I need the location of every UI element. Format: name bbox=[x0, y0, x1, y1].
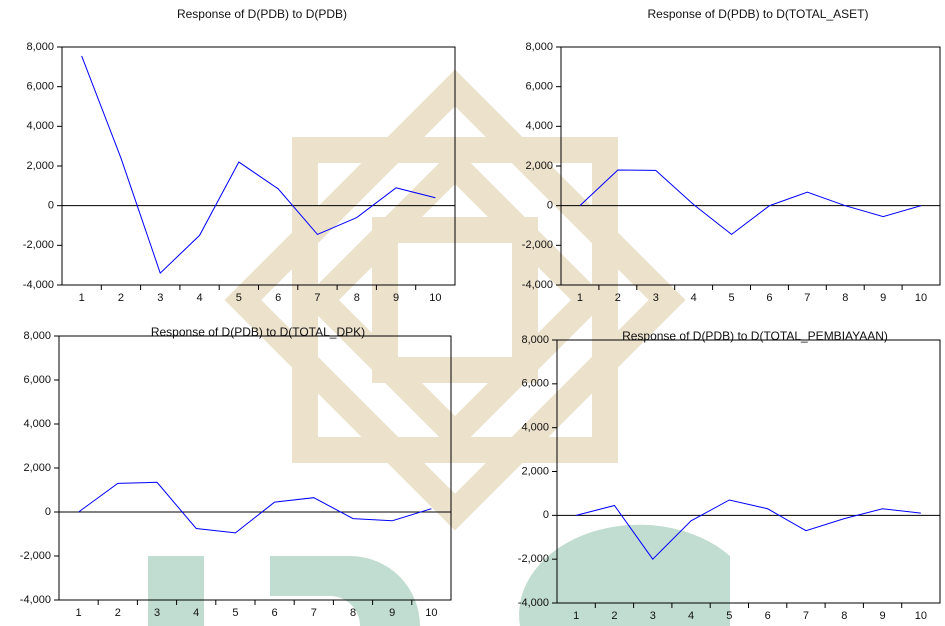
x-tick-label: 1 bbox=[573, 610, 579, 622]
y-tick-label: -4,000 bbox=[522, 279, 553, 291]
y-tick-label: -4,000 bbox=[518, 597, 549, 609]
y-tick-label: 4,000 bbox=[26, 120, 54, 132]
y-tick-label: 0 bbox=[48, 200, 54, 212]
y-tick-label: 8,000 bbox=[23, 330, 51, 342]
page: {"chart_data": [ {"type": "line", "title… bbox=[0, 0, 945, 626]
x-tick-label: 1 bbox=[577, 292, 583, 304]
x-tick-label: 5 bbox=[236, 292, 242, 304]
x-tick-label: 3 bbox=[650, 610, 656, 622]
y-tick-label: 6,000 bbox=[26, 81, 54, 93]
x-tick-label: 10 bbox=[915, 610, 927, 622]
y-tick-label: 6,000 bbox=[521, 378, 549, 390]
y-tick-label: 6,000 bbox=[23, 374, 51, 386]
y-tick-label: -4,000 bbox=[23, 279, 54, 291]
response-line bbox=[79, 482, 432, 533]
x-tick-label: 6 bbox=[766, 292, 772, 304]
y-tick-label: 8,000 bbox=[26, 41, 54, 53]
chart-grid: Response of D(PDB) to D(PDB) -4,000 -2,000… bbox=[0, 0, 945, 626]
response-line bbox=[580, 170, 921, 234]
x-tick-label: 8 bbox=[350, 607, 356, 619]
x-tick-label: 7 bbox=[314, 292, 320, 304]
x-tick-label: 9 bbox=[389, 607, 395, 619]
x-tick-label: 2 bbox=[118, 292, 124, 304]
y-tick-label: 2,000 bbox=[525, 160, 553, 172]
y-tick-label: 2,000 bbox=[23, 462, 51, 474]
x-tick-label: 8 bbox=[841, 610, 847, 622]
x-tick-label: 3 bbox=[154, 607, 160, 619]
y-tick-label: -2,000 bbox=[518, 553, 549, 565]
x-tick-label: 2 bbox=[615, 292, 621, 304]
x-tick-label: 8 bbox=[354, 292, 360, 304]
x-tick-label: 3 bbox=[157, 292, 163, 304]
x-tick-label: 4 bbox=[691, 292, 697, 304]
y-tick-label: -2,000 bbox=[23, 239, 54, 251]
chart-title: Response of D(PDB) to D(TOTAL_PEMBIAYAAN… bbox=[622, 329, 888, 343]
y-tick-label: 2,000 bbox=[521, 465, 549, 477]
x-tick-label: 5 bbox=[232, 607, 238, 619]
x-tick-label: 5 bbox=[728, 292, 734, 304]
y-tick-label: 4,000 bbox=[23, 418, 51, 430]
x-tick-label: 4 bbox=[688, 610, 694, 622]
x-tick-label: 4 bbox=[196, 292, 202, 304]
watermark-shape bbox=[519, 525, 730, 626]
y-tick-label: 2,000 bbox=[26, 160, 54, 172]
chart-title: Response of D(PDB) to D(TOTAL_ASET) bbox=[648, 7, 869, 21]
x-tick-label: 9 bbox=[393, 292, 399, 304]
x-tick-label: 2 bbox=[115, 607, 121, 619]
x-tick-label: 3 bbox=[653, 292, 659, 304]
x-tick-label: 9 bbox=[880, 292, 886, 304]
y-tick-label: -2,000 bbox=[522, 239, 553, 251]
x-tick-label: 8 bbox=[842, 292, 848, 304]
x-tick-label: 7 bbox=[803, 610, 809, 622]
y-tick-label: 8,000 bbox=[525, 41, 553, 53]
x-tick-label: 1 bbox=[79, 292, 85, 304]
y-tick-label: 4,000 bbox=[521, 422, 549, 434]
x-tick-label: 7 bbox=[311, 607, 317, 619]
y-tick-label: 0 bbox=[45, 506, 51, 518]
x-tick-label: 10 bbox=[425, 607, 437, 619]
x-tick-label: 4 bbox=[193, 607, 199, 619]
y-tick-label: 4,000 bbox=[525, 120, 553, 132]
chart-title: Response of D(PDB) to D(PDB) bbox=[177, 7, 347, 21]
x-tick-label: 7 bbox=[804, 292, 810, 304]
x-tick-label: 1 bbox=[76, 607, 82, 619]
x-tick-label: 9 bbox=[879, 610, 885, 622]
x-tick-label: 10 bbox=[429, 292, 441, 304]
y-tick-label: -2,000 bbox=[20, 550, 51, 562]
y-tick-label: 0 bbox=[547, 200, 553, 212]
x-tick-label: 6 bbox=[272, 607, 278, 619]
y-tick-label: 0 bbox=[543, 509, 549, 521]
x-tick-label: 6 bbox=[765, 610, 771, 622]
y-tick-label: 8,000 bbox=[521, 334, 549, 346]
y-tick-label: 6,000 bbox=[525, 81, 553, 93]
x-tick-label: 2 bbox=[611, 610, 617, 622]
x-tick-label: 6 bbox=[275, 292, 281, 304]
y-tick-label: -4,000 bbox=[20, 594, 51, 606]
watermark-shape bbox=[270, 556, 420, 626]
x-tick-label: 10 bbox=[915, 292, 927, 304]
chart-title: Response of D(PDB) to D(TOTAL_DPK) bbox=[151, 325, 365, 339]
x-tick-label: 5 bbox=[726, 610, 732, 622]
